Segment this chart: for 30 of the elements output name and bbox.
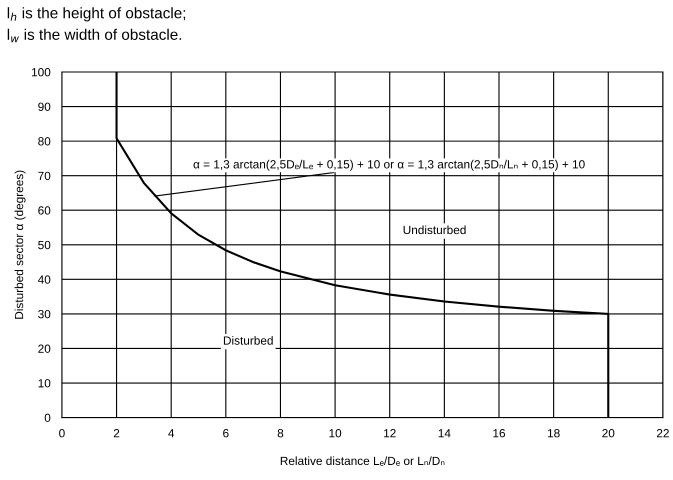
- y-axis-title: Disturbed sector α (degrees): [14, 170, 26, 319]
- y-tick-label: 70: [38, 172, 50, 180]
- y-tick-label: 80: [38, 137, 50, 146]
- y-tick-label: 50: [38, 240, 50, 250]
- annotation: Undisturbed: [404, 225, 466, 234]
- y-tick-label: 40: [38, 275, 50, 284]
- y-tick-label: 100: [32, 68, 50, 76]
- x-tick-label: 10: [329, 429, 342, 438]
- x-tick-label: 8: [278, 429, 284, 438]
- x-axis-title: Relative distance Lₑ/Dₑ or Lₙ/Dₙ: [280, 456, 444, 466]
- y-tick-label: 90: [38, 102, 50, 111]
- x-tick-label: 18: [548, 429, 560, 438]
- y-tick-label: 0: [44, 414, 50, 422]
- text: l$_{h}$ is the height of obstacle;: [8, 7, 186, 22]
- x-tick-label: 4: [168, 429, 174, 438]
- y-tick-label: 10: [38, 379, 50, 388]
- y-tick-label: 60: [38, 206, 50, 215]
- y-tick-label: 30: [38, 310, 50, 318]
- x-tick-label: 16: [493, 429, 506, 438]
- annotation: Disturbed: [224, 336, 273, 345]
- x-tick-label: 14: [438, 429, 451, 438]
- x-tick-label: 20: [602, 429, 614, 438]
- x-tick-label: 0: [59, 429, 65, 438]
- annotation: α = 1,3 arctan(2,5Dₑ/Lₑ + 0,15) + 10 or α = 1,3 arctan(2,5Dₙ/Lₙ + 0,15) + 10: [194, 160, 585, 171]
- x-tick-label: 12: [384, 429, 396, 438]
- y-tick-label: 20: [38, 344, 50, 353]
- x-tick-label: 6: [223, 429, 229, 438]
- x-tick-label: 2: [114, 429, 120, 438]
- text: l$_{w}$ is the width of obstacle.: [8, 28, 182, 42]
- x-tick-label: 22: [656, 429, 669, 438]
